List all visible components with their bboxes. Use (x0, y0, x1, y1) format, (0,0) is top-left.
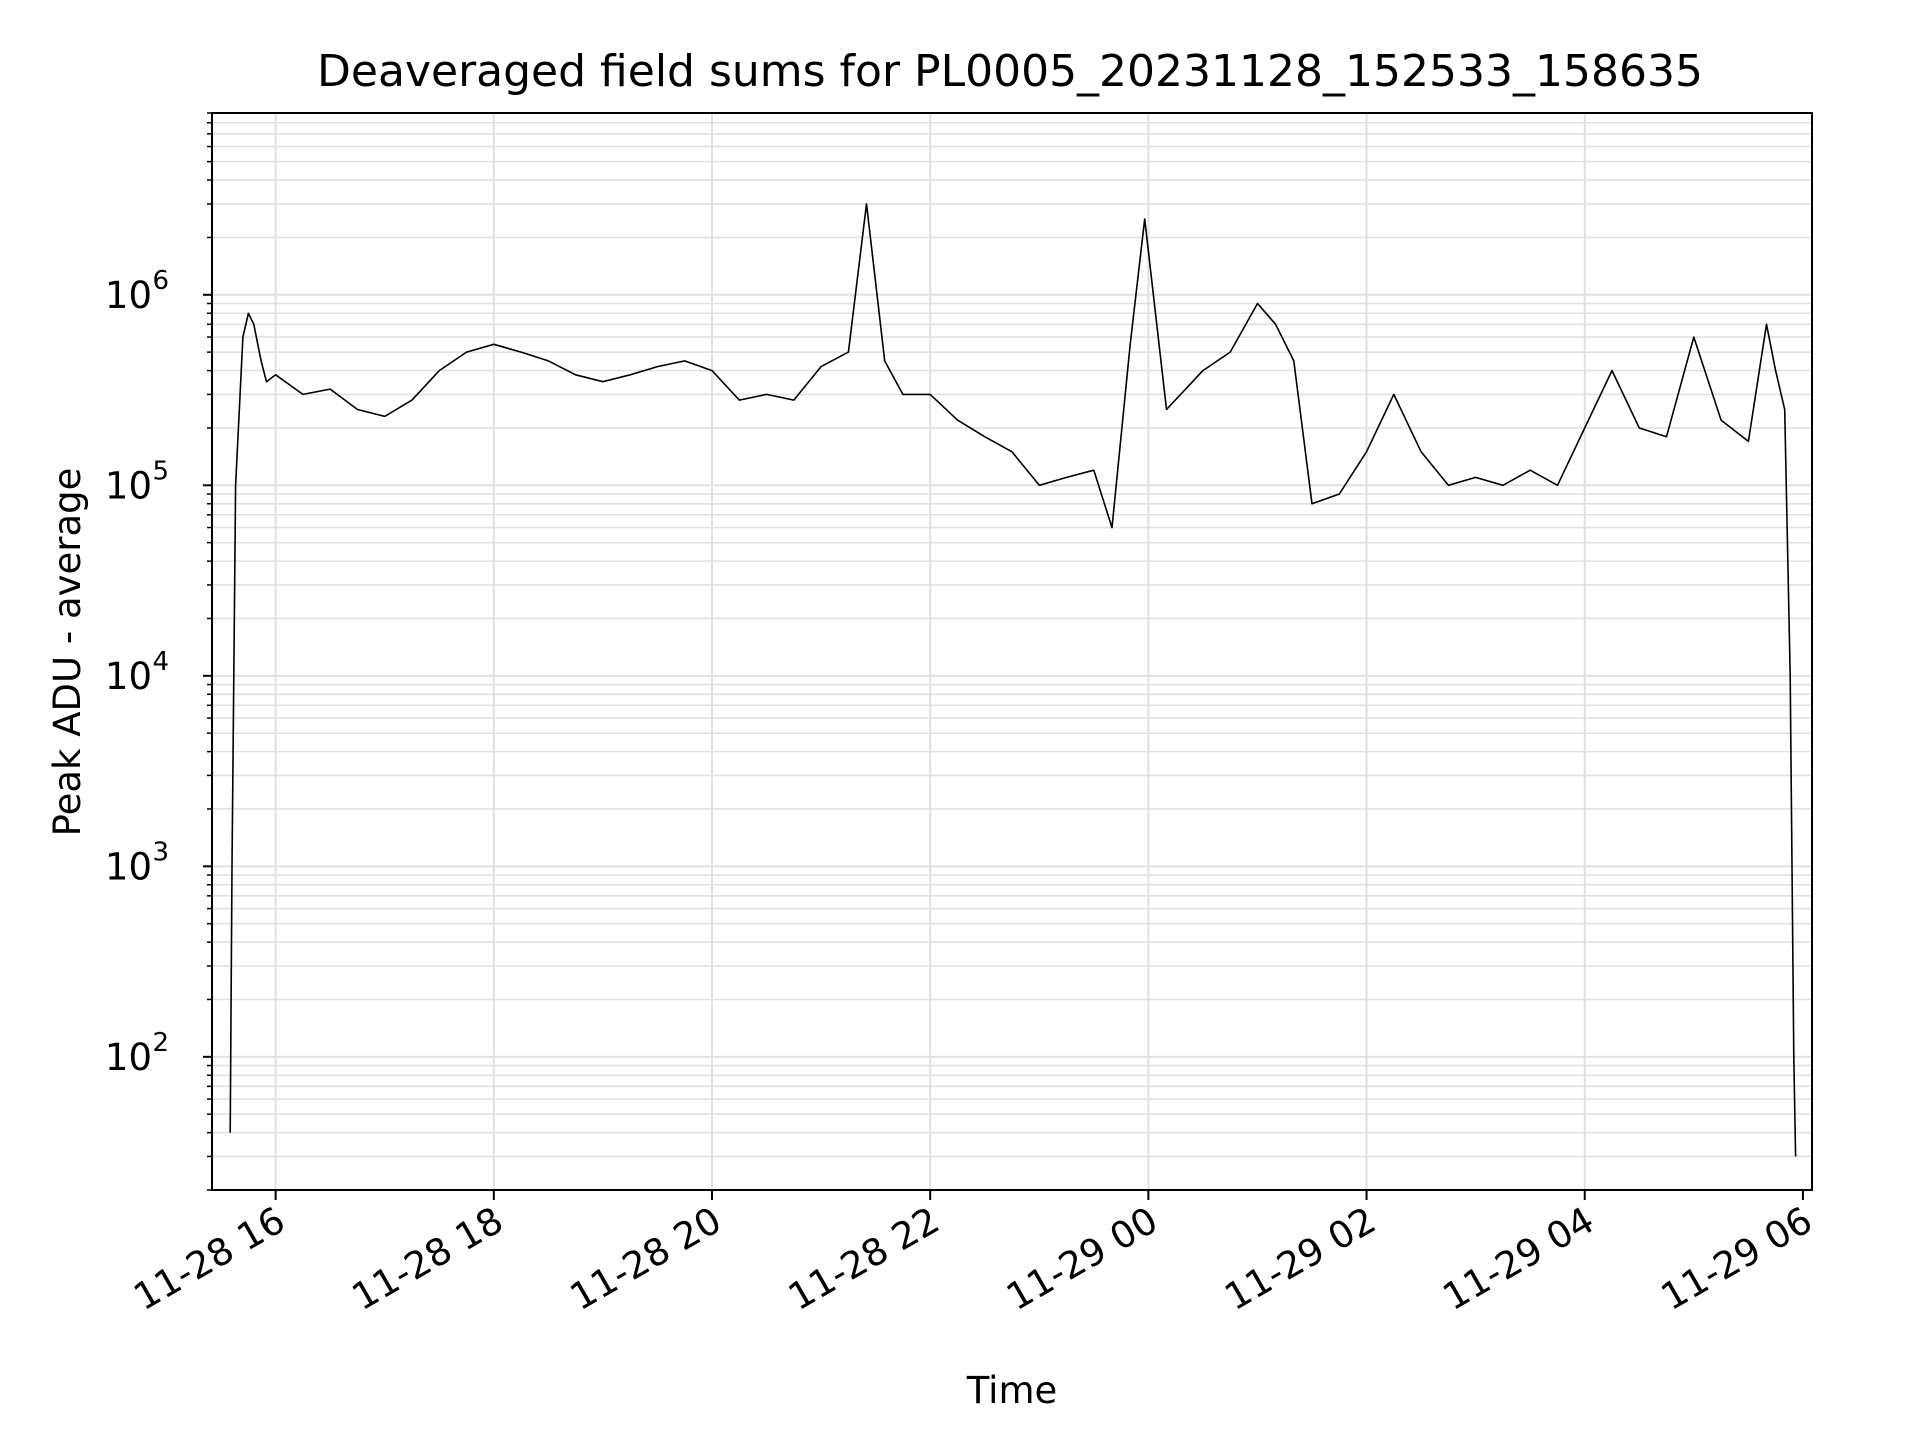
x-tick-label: 11-28 16 (127, 1199, 293, 1319)
y-tick-exponent: 2 (152, 1028, 169, 1058)
plot-frame (211, 112, 1813, 1191)
x-tick-label: 11-29 00 (999, 1199, 1165, 1319)
y-axis-label: Peak ADU - average (46, 468, 89, 837)
y-tick-exponent: 4 (152, 647, 169, 677)
x-axis-label: Time (966, 1369, 1058, 1412)
y-tick-label: 10 (105, 464, 152, 507)
series-layer (229, 203, 1797, 1157)
x-tick-label: 11-28 22 (781, 1199, 947, 1319)
y-tick-base: 10 (105, 845, 152, 888)
y-tick-exponent: 6 (152, 266, 169, 296)
chart-title: Deaveraged field sums for PL0005_2023112… (317, 46, 1703, 97)
x-tick-label: 11-29 04 (1436, 1199, 1602, 1319)
series-line (229, 203, 1797, 1157)
y-tick-base: 10 (105, 464, 152, 507)
x-tick-label: 11-29 06 (1654, 1199, 1820, 1319)
x-tick-label: 11-28 18 (345, 1199, 511, 1319)
y-tick-exponent: 3 (152, 837, 169, 867)
x-axis: 11-28 16 11-28 18 11-28 20 11-28 22 11-29 00… (127, 1190, 1820, 1319)
y-tick-base: 10 (105, 1036, 152, 1079)
y-tick-base: 10 (105, 274, 152, 317)
y-tick-label: 10 (105, 845, 152, 888)
y-tick-label: 10 (105, 1036, 152, 1079)
y-tick-label: 10 (105, 274, 152, 317)
x-tick-label: 11-29 02 (1217, 1199, 1383, 1319)
grid (212, 112, 1812, 1191)
y-tick-exponent: 5 (152, 456, 169, 486)
y-tick-label: 10 (105, 655, 152, 698)
x-tick-label: 11-28 20 (563, 1199, 729, 1319)
y-tick-base: 10 (105, 655, 152, 698)
